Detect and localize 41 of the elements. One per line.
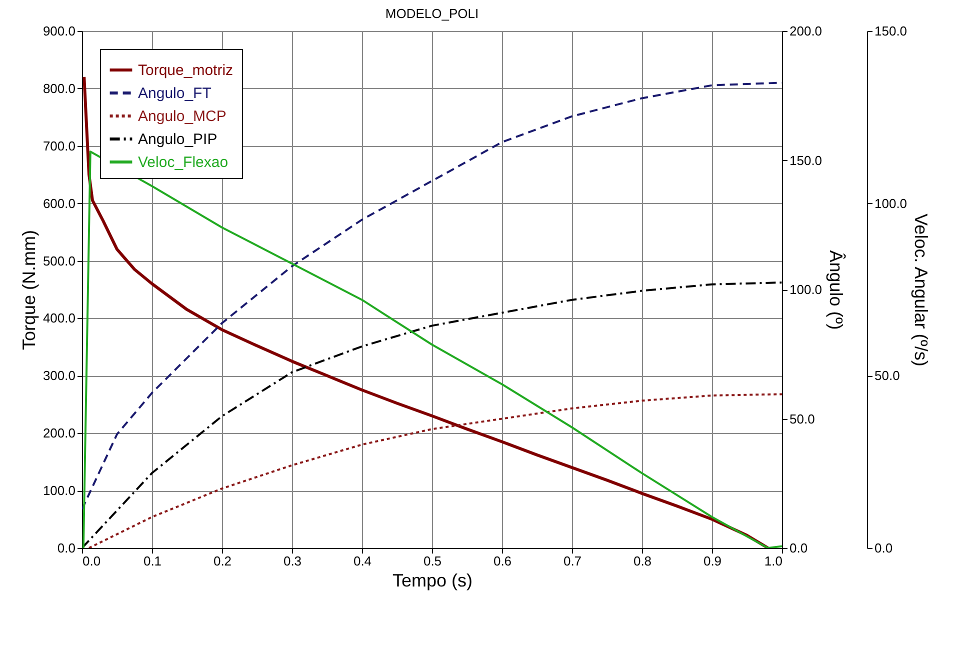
- y2-tick-label: 50.0: [790, 411, 815, 426]
- y2-tick-label: 200.0: [790, 24, 822, 38]
- y3-axis-title: Veloc. Angular (º/s): [911, 214, 932, 366]
- y3-tick-label: 100.0: [874, 196, 908, 211]
- x-axis-title: Tempo (s): [392, 570, 473, 590]
- y-tick-label: 100.0: [42, 483, 76, 498]
- y-tick-label: 400.0: [42, 310, 76, 326]
- line-series: [88, 393, 782, 548]
- x-tick-label: 0.6: [493, 554, 512, 568]
- legend-label: Veloc_Flexao: [138, 154, 228, 171]
- x-tick-label: 0.9: [703, 554, 722, 568]
- y3-tick-label: 0.0: [874, 540, 893, 556]
- x-tick-label: 0.8: [633, 554, 652, 568]
- y3-tick-label: 150.0: [874, 24, 908, 38]
- legend-label: Angulo_FT: [138, 85, 212, 102]
- y2-tick-label: 150.0: [790, 152, 822, 168]
- legend-label: Angulo_MCP: [138, 108, 226, 125]
- y-tick-label: 900.0: [42, 24, 76, 38]
- y-tick-label: 600.0: [42, 196, 76, 211]
- y-tick-label: 800.0: [42, 80, 76, 96]
- x-tick-label: 0.2: [213, 554, 232, 568]
- x-tick-label: 1.0: [764, 554, 782, 568]
- legend-label: Angulo_PIP: [138, 131, 218, 148]
- y3-tick-label: 50.0: [874, 368, 900, 384]
- y-axis-title: Torque (N.mm): [18, 230, 39, 350]
- legend-label: Torque_motriz: [138, 62, 234, 79]
- y-tick-label: 0.0: [57, 540, 76, 556]
- x-tick-label: 0.5: [423, 554, 442, 568]
- y2-tick-label: 0.0: [790, 540, 808, 556]
- y-tick-label: 500.0: [42, 253, 76, 268]
- y2-axis-title: Ângulo (º): [826, 250, 846, 330]
- x-tick-label: 0.1: [143, 554, 162, 568]
- x-tick-label: 0.7: [563, 554, 582, 568]
- y-tick-label: 700.0: [42, 138, 76, 154]
- x-tick-label: 0.3: [283, 554, 302, 568]
- y-tick-label: 200.0: [42, 426, 76, 441]
- y-tick-label: 300.0: [42, 368, 76, 384]
- x-tick-label: 0.4: [353, 554, 372, 568]
- x-tick-label: 0.0: [82, 554, 101, 568]
- chart-title: MODELO_POLI: [385, 6, 479, 21]
- y2-tick-label: 100.0: [790, 282, 822, 297]
